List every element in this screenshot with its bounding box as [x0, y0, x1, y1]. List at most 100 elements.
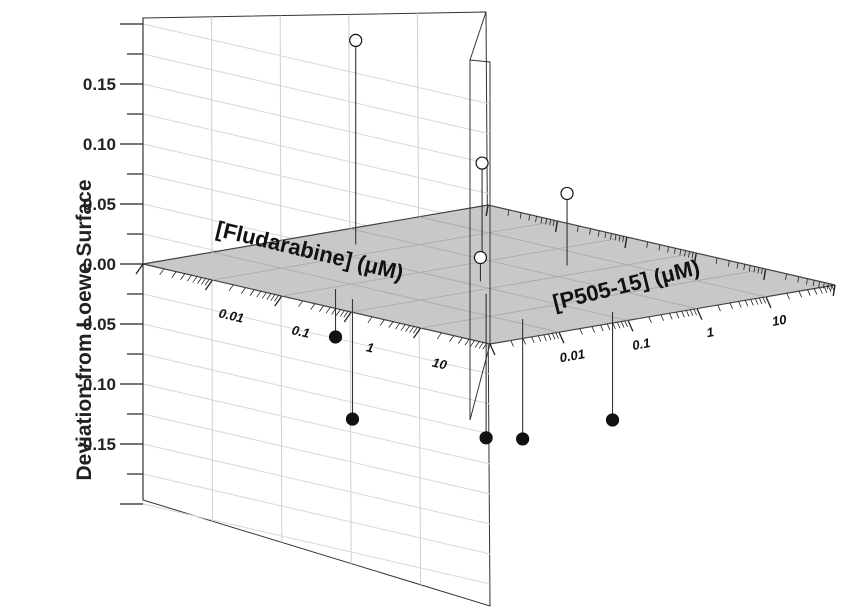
- z-minor-tick: [537, 335, 542, 342]
- z-minor-tick: [807, 289, 811, 296]
- front-wall-frame: [469, 59, 491, 421]
- z-minor-tick: [669, 313, 673, 320]
- minor-tick: [614, 234, 617, 241]
- minor-tick: [549, 219, 552, 226]
- x-minor-tick: [325, 306, 331, 314]
- x-minor-tick: [228, 284, 234, 292]
- z-minor-tick: [813, 288, 818, 295]
- major-tick: [624, 236, 628, 249]
- minor-tick: [785, 273, 787, 280]
- x-minor-tick: [367, 316, 373, 324]
- back-wall-gridline: [142, 443, 491, 525]
- y-tick-label: 0.10: [83, 135, 116, 154]
- minor-tick: [806, 278, 808, 285]
- z-minor-tick: [693, 308, 697, 316]
- back-wall-gridline: [142, 503, 491, 585]
- z-minor-tick: [689, 309, 694, 316]
- minor-tick: [528, 214, 531, 221]
- z-minor-tick: [555, 332, 559, 339]
- minor-tick: [667, 246, 669, 253]
- z-minor-tick: [551, 333, 556, 340]
- z-minor-tick: [660, 314, 664, 321]
- y-tick-label: 0.05: [83, 195, 116, 214]
- z-minor-tick: [606, 323, 611, 331]
- y-tick-label: 0.00: [83, 255, 116, 274]
- y-tick-label: -0.05: [77, 315, 116, 334]
- x-tick-label: 1: [365, 339, 375, 355]
- x-minor-tick: [457, 337, 463, 344]
- open-point: [475, 156, 489, 170]
- minor-tick: [535, 216, 537, 223]
- minor-tick: [507, 209, 510, 216]
- z-minor-tick: [675, 311, 680, 319]
- z-minor-tick: [510, 340, 514, 347]
- z-minor-tick: [579, 328, 583, 335]
- minor-tick: [589, 228, 591, 235]
- back-wall-gridline: [142, 53, 491, 135]
- x-minor-tick: [159, 268, 165, 276]
- floor-gridline: [351, 252, 697, 313]
- x-major-tick: [204, 279, 213, 291]
- x-minor-tick: [256, 290, 262, 298]
- z-minor-tick: [758, 297, 763, 305]
- x-minor-tick: [270, 294, 276, 301]
- x-minor-tick: [249, 289, 255, 296]
- x-minor-tick: [343, 311, 349, 318]
- z-minor-tick: [754, 298, 759, 305]
- minor-tick: [604, 232, 607, 239]
- fludarabine-axis: 0.01 0.1 1 10: [135, 204, 836, 373]
- z-major-tick: [765, 296, 772, 309]
- back-wall-gridline: [142, 323, 491, 405]
- major-tick: [485, 204, 489, 217]
- z-minor-tick: [823, 286, 828, 293]
- x-minor-tick: [171, 271, 177, 278]
- y-tick-label: -0.15: [77, 435, 116, 454]
- x-minor-tick: [274, 295, 279, 302]
- z-minor-tick: [522, 338, 526, 345]
- x-minor-tick: [409, 326, 415, 333]
- floor-gridline: [212, 220, 558, 281]
- back-wall-gridline: [142, 83, 491, 165]
- x-minor-tick: [335, 309, 341, 316]
- z-minor-tick: [531, 336, 535, 344]
- floor-gridline: [420, 268, 766, 329]
- major-tick: [693, 252, 697, 265]
- open-point: [560, 186, 574, 201]
- filled-point: [516, 432, 530, 446]
- minor-tick: [736, 262, 739, 269]
- z-minor-tick: [786, 293, 790, 300]
- back-wall-gridline: [142, 473, 491, 555]
- floor-gridline: [281, 236, 627, 297]
- x-minor-tick: [310, 303, 316, 310]
- x-minor-tick: [379, 319, 385, 326]
- z-major-tick: [696, 308, 703, 320]
- x-minor-tick: [395, 322, 401, 330]
- minor-tick: [826, 283, 829, 290]
- minor-tick: [715, 257, 718, 264]
- minor-tick: [679, 249, 682, 256]
- minor-tick: [545, 218, 548, 225]
- z-minor-tick: [717, 304, 721, 312]
- z-minor-tick: [681, 311, 685, 318]
- major-tick: [554, 220, 559, 233]
- x-minor-tick: [405, 325, 411, 332]
- back-wall-gridline: [142, 383, 491, 465]
- minor-tick: [688, 251, 690, 258]
- z-minor-tick: [798, 291, 802, 298]
- z-minor-tick: [738, 301, 742, 308]
- floor-plane: [142, 204, 836, 345]
- x-minor-tick: [319, 305, 324, 312]
- z-minor-tick: [831, 285, 835, 292]
- minor-tick: [818, 281, 820, 288]
- minor-tick: [797, 276, 800, 283]
- x-minor-tick: [482, 343, 488, 350]
- front-wall: [469, 11, 491, 421]
- x-minor-tick: [261, 292, 267, 299]
- x-minor-tick: [192, 276, 198, 283]
- z-tick-label: 1: [705, 324, 715, 340]
- minor-tick: [646, 241, 649, 248]
- minor-tick: [822, 282, 825, 289]
- z-minor-tick: [600, 324, 604, 332]
- z-minor-tick: [750, 299, 754, 306]
